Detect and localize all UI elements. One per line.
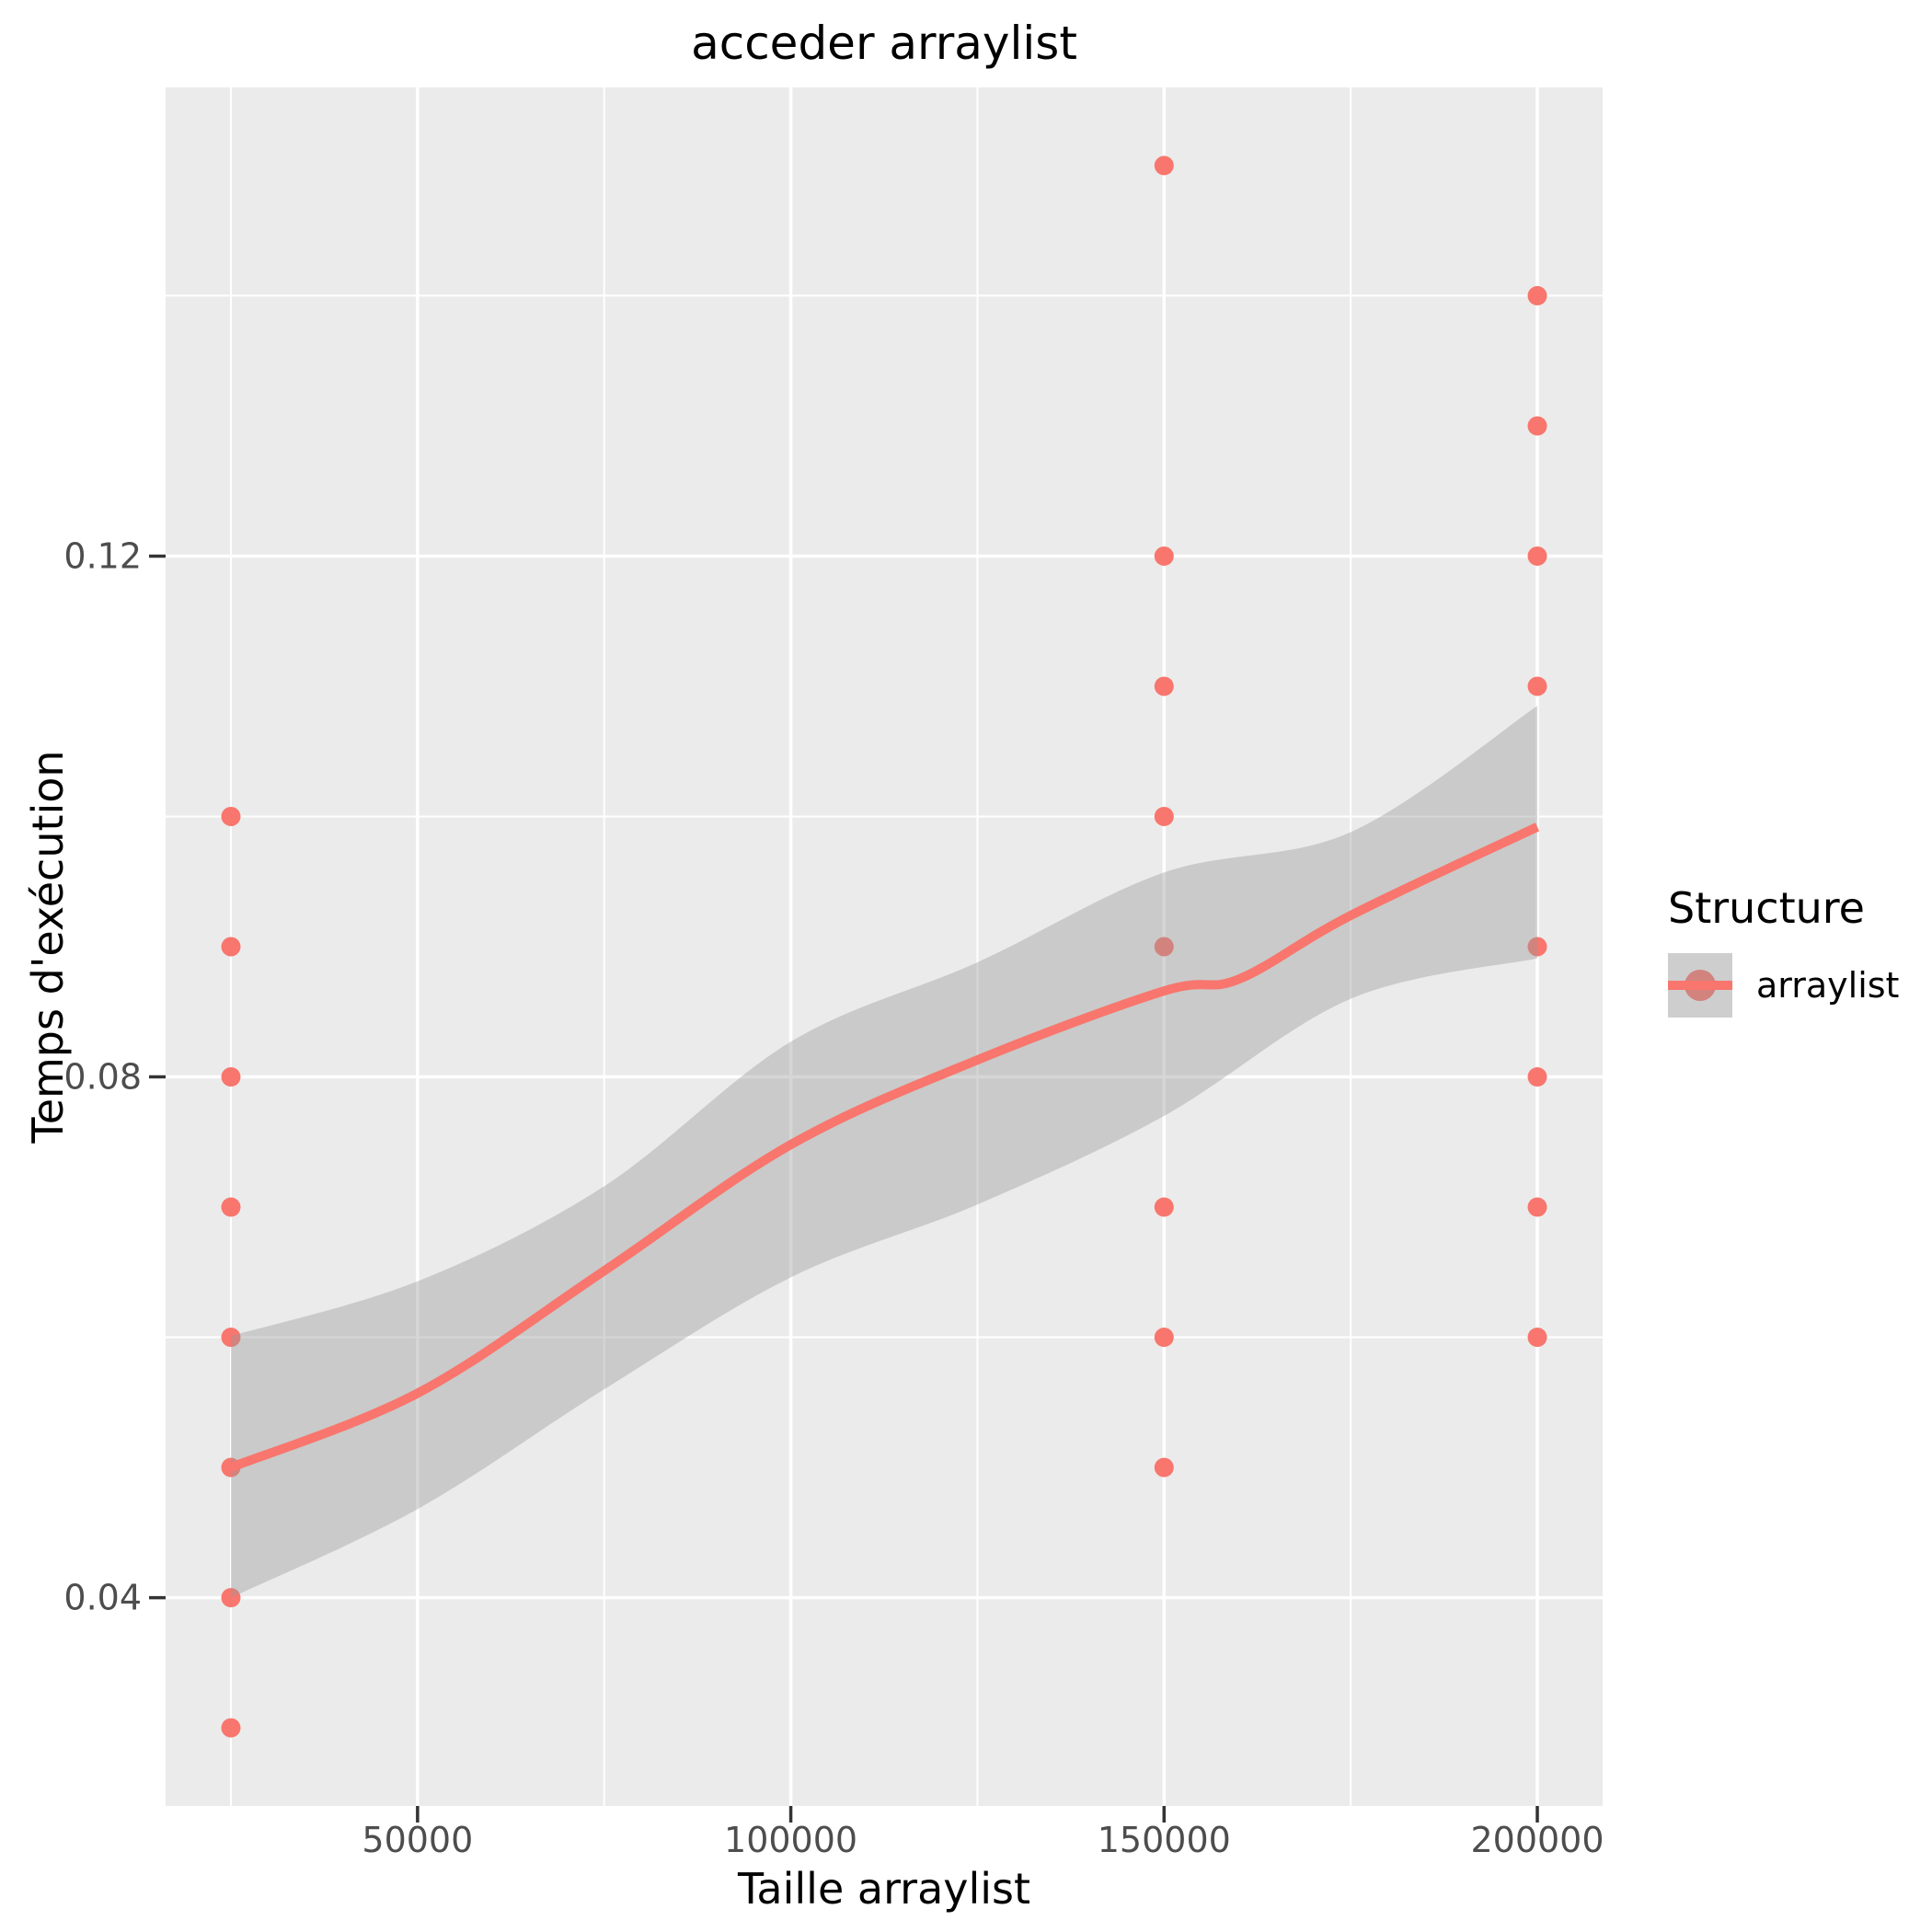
data-point — [1154, 1328, 1174, 1348]
x-tick-label: 100000 — [724, 1820, 857, 1860]
data-point — [1527, 1328, 1547, 1348]
legend-key-swatch — [1668, 953, 1732, 1018]
y-axis-title: Temps d'exécution — [23, 750, 73, 1144]
data-point — [221, 937, 241, 957]
plot-title: acceder arraylist — [691, 17, 1077, 70]
plot-panel — [166, 87, 1603, 1806]
data-point — [1154, 546, 1174, 566]
legend-title: Structure — [1668, 883, 1865, 933]
legend-entry: arraylist — [1668, 953, 1899, 1018]
y-tick-label: 0.12 — [63, 535, 142, 576]
data-point — [221, 1718, 241, 1738]
data-point — [1527, 546, 1547, 566]
data-point — [1154, 676, 1174, 696]
legend: Structure arraylist — [1668, 883, 1899, 1018]
legend-line-icon — [1668, 981, 1732, 990]
y-tick-label: 0.08 — [63, 1057, 142, 1098]
smooth-line — [229, 822, 1540, 1472]
data-point — [1527, 416, 1547, 436]
data-point — [1527, 285, 1547, 305]
data-point — [221, 1588, 241, 1608]
data-point — [1154, 806, 1174, 826]
confidence-ribbon — [231, 706, 1537, 1598]
data-point — [1527, 676, 1547, 696]
x-tick-label: 150000 — [1098, 1820, 1231, 1860]
data-point — [1154, 937, 1174, 957]
data-point — [1527, 1067, 1547, 1087]
y-tick-label: 0.04 — [63, 1578, 142, 1618]
data-point — [1527, 1197, 1547, 1217]
data-point — [221, 1067, 241, 1087]
legend-entry-label: arraylist — [1756, 965, 1900, 1006]
x-tick-label: 50000 — [362, 1820, 473, 1860]
data-point — [1154, 1197, 1174, 1217]
data-point — [221, 806, 241, 826]
data-point — [1154, 1457, 1174, 1478]
data-point — [1154, 155, 1174, 176]
data-point — [221, 1328, 241, 1348]
data-point — [221, 1197, 241, 1217]
x-tick-label: 200000 — [1470, 1820, 1604, 1860]
x-axis-title: Taille arraylist — [737, 1864, 1031, 1914]
data-point — [1527, 937, 1547, 957]
